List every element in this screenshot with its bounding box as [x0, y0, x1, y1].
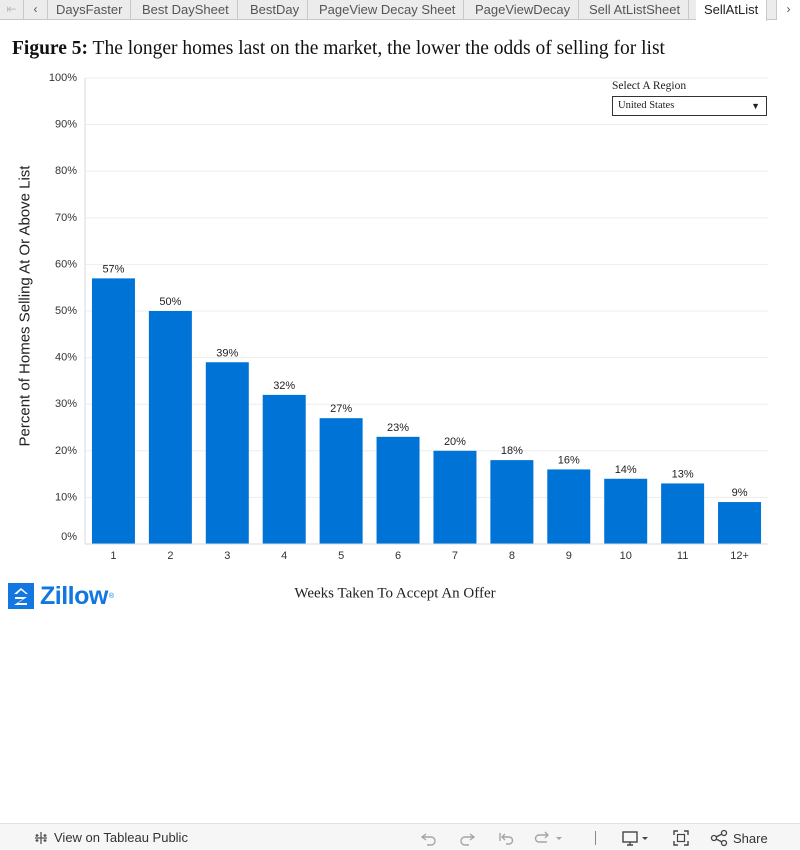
region-select[interactable]: United States ▼	[612, 96, 767, 116]
y-tick-label: 100%	[49, 72, 77, 84]
tab-sellatlist[interactable]: SellAtList	[696, 0, 768, 21]
figure-title: Figure 5: The longer homes last on the m…	[12, 38, 665, 60]
figure-title-text: The longer homes last on the market, the…	[92, 38, 665, 59]
revert-icon[interactable]	[497, 829, 515, 847]
x-tick-label: 11	[677, 550, 688, 562]
y-axis-label: Percent of Homes Selling At Or Above Lis…	[16, 165, 34, 447]
toolbar-divider	[595, 831, 596, 845]
region-filter-label: Select A Region	[612, 80, 687, 92]
bar	[604, 478, 648, 544]
registered-mark: ®	[108, 592, 114, 600]
y-tick-label: 10%	[55, 491, 77, 503]
bar	[490, 460, 534, 544]
download-icon[interactable]	[621, 829, 651, 847]
figure-number: Figure 5:	[12, 38, 89, 59]
chevron-left-icon[interactable]: ‹	[24, 0, 48, 20]
share-button[interactable]: Share	[710, 829, 768, 847]
y-tick-label: 50%	[55, 305, 77, 317]
refresh-icon[interactable]	[534, 829, 564, 847]
tab-bestday[interactable]: BestDay	[242, 0, 309, 20]
fullscreen-icon[interactable]	[672, 829, 690, 847]
dropdown-triangle-icon: ▼	[751, 101, 760, 111]
bar	[661, 483, 705, 544]
bar	[262, 394, 306, 544]
tab-sell-atlistsheet[interactable]: Sell AtListSheet	[581, 0, 690, 20]
view-on-tableau-public-link[interactable]: View on Tableau Public	[33, 824, 188, 850]
tableau-toolbar: View on Tableau Public Share	[0, 823, 800, 850]
sheet-tab-bar: ⇤ ‹ DaysFaster Best DaySheet BestDay Pag…	[0, 0, 800, 21]
y-tick-label: 80%	[55, 165, 77, 177]
bar-value-label: 16%	[558, 454, 580, 466]
x-tick-label: 9	[566, 550, 572, 562]
x-tick-label: 10	[620, 550, 632, 562]
share-icon	[710, 829, 728, 847]
bar-value-label: 20%	[444, 436, 466, 448]
x-tick-label: 7	[452, 550, 458, 562]
chevron-bar-left-icon[interactable]: ⇤	[0, 0, 24, 20]
bar	[91, 278, 135, 544]
bar-value-label: 39%	[216, 347, 238, 359]
bar	[148, 311, 192, 544]
bar-value-label: 27%	[330, 403, 352, 415]
tab-best-daysheet[interactable]: Best DaySheet	[134, 0, 238, 20]
undo-icon[interactable]	[420, 829, 438, 847]
x-tick-label: 1	[110, 550, 116, 562]
y-tick-label: 30%	[55, 398, 77, 410]
x-tick-label: 6	[395, 550, 401, 562]
x-tick-label: 3	[224, 550, 230, 562]
bar-value-label: 32%	[273, 380, 295, 392]
x-axis-label: Weeks Taken To Accept An Offer	[294, 585, 496, 602]
bar-value-label: 14%	[615, 464, 637, 476]
bar-value-label: 57%	[102, 263, 124, 275]
bar-value-label: 50%	[159, 296, 181, 308]
bar	[205, 362, 249, 544]
y-tick-label: 20%	[55, 445, 77, 457]
zillow-z-icon	[8, 583, 34, 609]
x-tick-label: 4	[281, 550, 287, 562]
share-label: Share	[733, 830, 768, 846]
x-tick-label: 2	[167, 550, 173, 562]
bar-value-label: 23%	[387, 422, 409, 434]
bar	[376, 436, 420, 544]
bar-value-label: 18%	[501, 445, 523, 457]
bar-value-label: 13%	[672, 468, 694, 480]
bar	[319, 418, 363, 544]
view-on-tableau-public-label: View on Tableau Public	[54, 830, 188, 845]
zillow-logo: Zillow ®	[8, 582, 114, 610]
chevron-right-icon[interactable]: ›	[776, 0, 800, 20]
zillow-wordmark: Zillow	[40, 581, 108, 610]
tab-pageview-decay-sheet[interactable]: PageView Decay Sheet	[311, 0, 465, 20]
bar-value-label: 9%	[732, 487, 748, 499]
bar	[433, 450, 477, 544]
y-tick-label: 0%	[61, 531, 77, 543]
bar	[718, 502, 762, 544]
tab-daysfaster[interactable]: DaysFaster	[48, 0, 132, 20]
x-tick-label: 12+	[730, 550, 749, 562]
tab-pageviewdecay[interactable]: PageViewDecay	[467, 0, 580, 20]
y-tick-label: 40%	[55, 352, 77, 364]
tableau-cross-icon	[35, 831, 47, 844]
y-tick-label: 90%	[55, 119, 77, 131]
y-tick-label: 70%	[55, 212, 77, 224]
x-tick-label: 8	[509, 550, 515, 562]
x-tick-label: 5	[338, 550, 344, 562]
bar	[547, 469, 591, 544]
y-tick-label: 60%	[55, 258, 77, 270]
redo-icon[interactable]	[458, 829, 476, 847]
region-select-value: United States	[618, 100, 675, 111]
